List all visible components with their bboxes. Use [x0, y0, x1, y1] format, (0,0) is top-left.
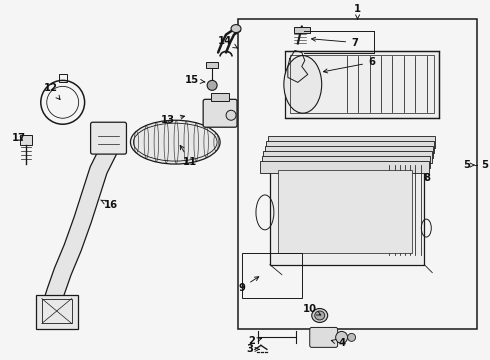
Text: 13: 13 [161, 115, 185, 125]
Ellipse shape [226, 110, 236, 120]
Circle shape [347, 333, 356, 341]
Bar [264, 151, 432, 163]
FancyBboxPatch shape [285, 50, 439, 118]
Bar [290, 55, 434, 113]
Bar [262, 156, 430, 168]
Text: 3: 3 [246, 345, 259, 354]
Text: 1: 1 [354, 4, 361, 19]
Bar [294, 27, 310, 32]
Text: 8: 8 [424, 173, 431, 183]
Text: 4: 4 [331, 338, 345, 348]
Text: 11: 11 [180, 145, 197, 167]
FancyBboxPatch shape [91, 122, 126, 154]
Circle shape [207, 80, 217, 90]
Bar [20, 135, 32, 145]
Ellipse shape [312, 309, 328, 323]
Bar [238, 19, 477, 329]
FancyBboxPatch shape [203, 99, 237, 127]
PathPatch shape [42, 135, 124, 310]
Bar [267, 141, 434, 153]
Text: 17: 17 [12, 133, 26, 143]
Text: 12: 12 [44, 84, 60, 99]
Text: 5: 5 [464, 160, 474, 170]
Bar [261, 161, 429, 173]
Text: 15: 15 [185, 75, 205, 85]
Ellipse shape [130, 120, 220, 164]
Text: 9: 9 [239, 277, 259, 293]
FancyBboxPatch shape [36, 294, 77, 329]
Ellipse shape [231, 24, 241, 32]
Text: 5: 5 [481, 160, 488, 170]
Ellipse shape [315, 311, 325, 320]
Text: 16: 16 [100, 200, 118, 210]
Text: 14: 14 [218, 36, 238, 48]
Bar [278, 170, 413, 253]
Ellipse shape [284, 55, 322, 113]
Text: 6: 6 [323, 58, 375, 73]
Bar [211, 93, 229, 101]
Circle shape [336, 332, 347, 343]
Text: 7: 7 [312, 37, 358, 48]
Bar [206, 62, 218, 68]
FancyBboxPatch shape [270, 160, 424, 265]
Text: 2: 2 [248, 336, 261, 346]
Bar [242, 253, 302, 298]
Bar [59, 75, 67, 82]
Bar [265, 146, 433, 158]
FancyBboxPatch shape [310, 328, 338, 347]
Bar [268, 136, 435, 148]
Bar [42, 298, 72, 323]
Text: 10: 10 [303, 305, 321, 315]
